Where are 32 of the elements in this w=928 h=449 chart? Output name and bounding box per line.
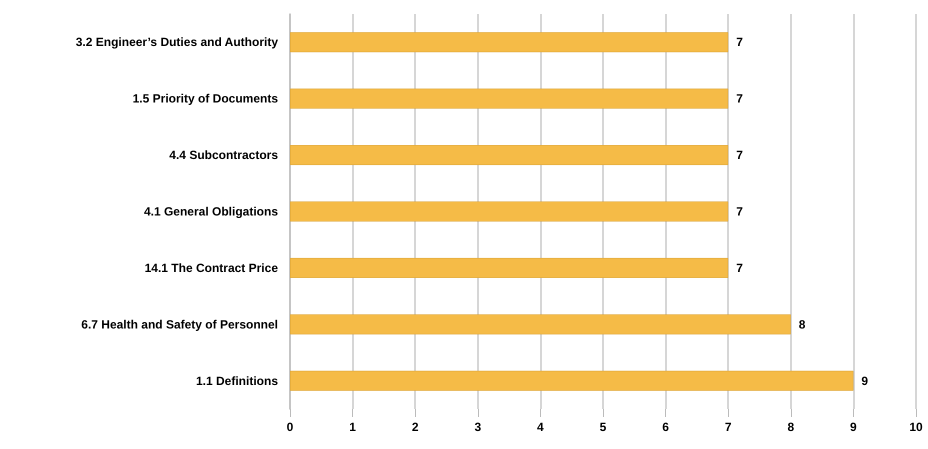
y-tick-label: 1.1 Definitions xyxy=(196,374,278,388)
bar xyxy=(290,202,728,222)
bar xyxy=(290,145,728,166)
bar xyxy=(290,88,728,109)
data-label: 7 xyxy=(736,92,744,106)
y-tick-label: 3.2 Engineer’s Duties and Authority xyxy=(76,35,278,50)
data-label: 7 xyxy=(736,148,744,162)
y-tick-label: 6.7 Health and Safety of Personnel xyxy=(81,317,278,332)
x-tick-label: 7 xyxy=(724,420,732,434)
x-tick-label: 1 xyxy=(349,420,356,434)
bar xyxy=(290,258,728,278)
y-tick-label: 1.5 Priority of Documents xyxy=(132,92,278,106)
data-label: 9 xyxy=(861,374,868,388)
x-tick-label: 0 xyxy=(286,420,294,434)
bar xyxy=(290,32,728,52)
y-tick-label: 4.1 General Obligations xyxy=(144,204,278,218)
bar xyxy=(290,314,791,334)
x-tick-label: 8 xyxy=(787,420,794,434)
x-tick-label: 9 xyxy=(850,420,858,434)
x-tick-label: 2 xyxy=(412,420,419,434)
bar xyxy=(290,370,854,391)
data-label: 7 xyxy=(736,260,744,275)
x-tick-label: 3 xyxy=(474,420,482,434)
x-tick-label: 4 xyxy=(537,420,544,434)
x-tick-label: 10 xyxy=(909,420,923,434)
x-tick-label: 5 xyxy=(600,420,607,434)
x-tick-label: 6 xyxy=(662,420,670,434)
data-label: 7 xyxy=(736,204,744,218)
data-label: 8 xyxy=(798,317,806,332)
y-tick-label: 4.4 Subcontractors xyxy=(169,148,278,162)
data-label: 7 xyxy=(736,35,744,50)
y-tick-label: 14.1 The Contract Price xyxy=(144,260,278,275)
